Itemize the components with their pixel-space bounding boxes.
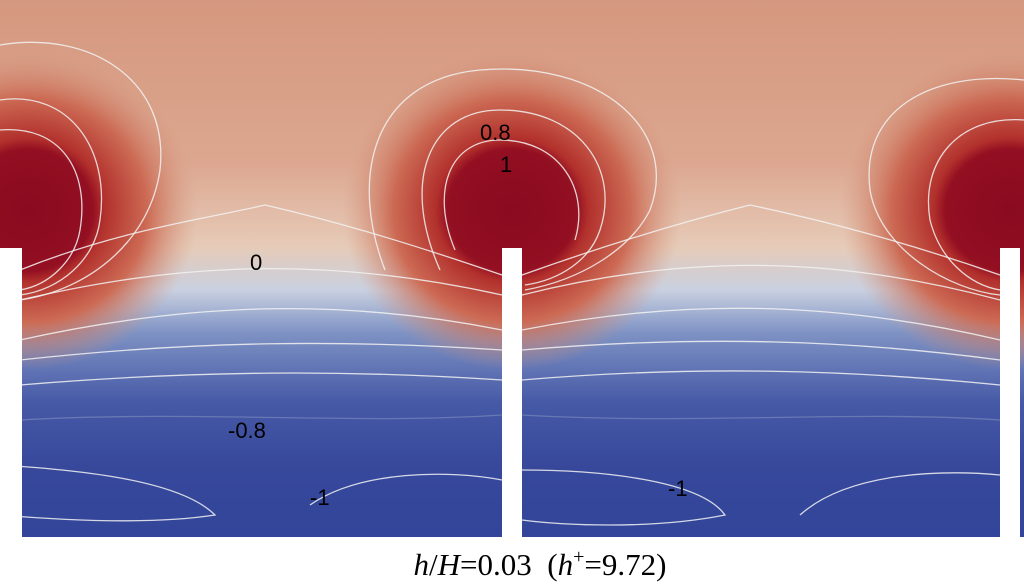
wall bbox=[1000, 248, 1020, 537]
contour-lines bbox=[0, 41, 1024, 526]
contour-label: 0.8 bbox=[480, 120, 511, 145]
caption-part: + bbox=[573, 546, 584, 568]
contour-label: -1 bbox=[668, 476, 688, 501]
caption-part: =9.72) bbox=[584, 547, 666, 582]
wall bbox=[502, 248, 522, 537]
contour-label: -1 bbox=[310, 485, 330, 510]
caption: h/H=0.03 (h+=9.72) bbox=[414, 546, 667, 582]
contour-label: 0 bbox=[250, 250, 262, 275]
wall bbox=[0, 248, 22, 537]
contour-field bbox=[0, 0, 1024, 537]
contour-label: -0.8 bbox=[228, 418, 266, 443]
caption-part: H bbox=[437, 547, 462, 582]
caption-part: h bbox=[558, 547, 574, 582]
caption-part: =0.03 ( bbox=[460, 547, 558, 582]
caption-part: h bbox=[414, 547, 430, 582]
caption-part: / bbox=[429, 547, 438, 582]
contour-label: 1 bbox=[500, 152, 512, 177]
